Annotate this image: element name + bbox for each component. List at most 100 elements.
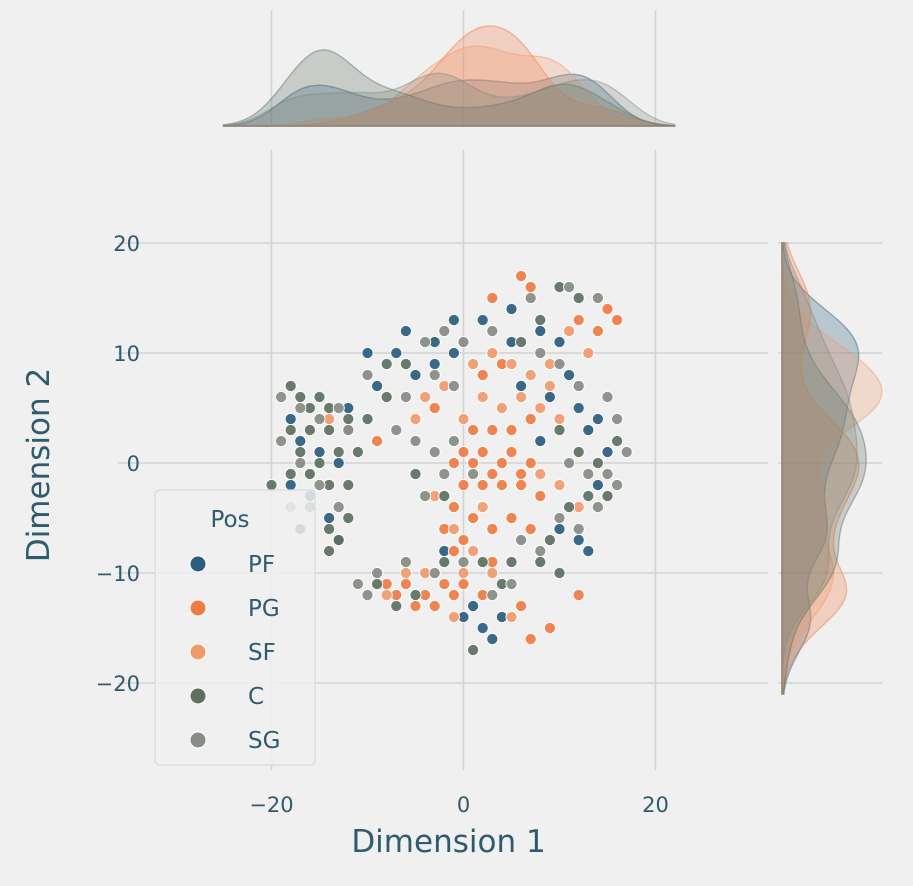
data-point-sg	[371, 566, 384, 580]
data-point-sf	[447, 610, 460, 624]
data-point-sf	[380, 588, 393, 602]
data-point-c	[572, 291, 585, 305]
main-scatter-panel	[0, 134, 768, 886]
kde-y-sf	[781, 242, 883, 695]
data-point-pg	[467, 511, 480, 525]
data-point-c	[332, 445, 345, 459]
data-point-c	[572, 445, 585, 459]
legend-title: Pos	[210, 507, 249, 533]
data-point-pg	[476, 478, 489, 492]
data-point-pf	[582, 423, 595, 437]
data-point-sg	[457, 555, 470, 569]
data-point-sf	[543, 379, 556, 393]
data-point-pg	[457, 577, 470, 591]
data-point-c	[313, 456, 326, 470]
data-point-c	[380, 390, 393, 404]
data-point-c	[534, 313, 547, 327]
data-point-c	[476, 555, 489, 569]
data-point-c	[505, 555, 518, 569]
legend-marker-sg	[189, 731, 207, 749]
data-point-pg	[601, 302, 614, 316]
data-point-c	[294, 445, 307, 459]
data-point-pf	[323, 511, 336, 525]
data-point-c	[342, 511, 355, 525]
data-point-sf	[553, 478, 566, 492]
data-point-sf	[486, 346, 499, 360]
x-tick-label: −20	[249, 793, 293, 817]
data-point-c	[390, 599, 403, 613]
data-point-sf	[534, 467, 547, 481]
data-point-c	[591, 456, 604, 470]
legend-label-pg: PG	[248, 596, 280, 622]
data-point-sg	[399, 390, 412, 404]
kde-y-pf	[781, 242, 860, 695]
data-point-pf	[409, 368, 422, 382]
data-point-pf	[553, 522, 566, 536]
data-point-pg	[543, 621, 556, 635]
data-point-sf	[495, 401, 508, 415]
data-point-sg	[505, 577, 518, 591]
x-axis-label: Dimension 1	[351, 824, 545, 860]
legend-label-pf: PF	[248, 552, 275, 578]
legend-marker-pf	[189, 555, 207, 573]
y-tick-label: 0	[127, 452, 140, 476]
x-tick-label: 0	[457, 793, 470, 817]
data-point-pf	[601, 445, 614, 459]
data-point-sg	[553, 357, 566, 371]
data-point-sg	[361, 588, 374, 602]
data-point-pf	[543, 390, 556, 404]
data-point-pg	[467, 456, 480, 470]
data-point-pg	[524, 632, 537, 646]
data-point-sf	[563, 324, 576, 338]
data-point-c	[294, 390, 307, 404]
data-point-pg	[591, 324, 604, 338]
data-point-sf	[505, 610, 518, 624]
data-point-c	[543, 533, 556, 547]
kde-y-sg	[781, 242, 858, 695]
data-point-sf	[582, 346, 595, 360]
kde-x-pf	[222, 73, 676, 127]
data-point-sg	[534, 346, 547, 360]
data-point-sf	[467, 544, 480, 558]
data-point-pg	[524, 412, 537, 426]
data-point-sf	[457, 412, 470, 426]
data-point-pf	[476, 313, 489, 327]
data-point-sg	[467, 467, 480, 481]
data-point-sg	[294, 401, 307, 415]
data-point-c	[303, 467, 316, 481]
data-point-pg	[515, 599, 528, 613]
data-point-sg	[447, 379, 460, 393]
data-point-pf	[591, 478, 604, 492]
data-point-sg	[390, 423, 403, 437]
data-point-sg	[409, 434, 422, 448]
kde-x-sf	[223, 45, 675, 127]
data-point-pg	[495, 478, 508, 492]
legend-label-sg: SG	[248, 728, 280, 754]
data-point-pg	[611, 313, 624, 327]
x-tick-label: 20	[642, 793, 669, 817]
data-point-c	[284, 423, 297, 437]
data-point-sf	[399, 566, 412, 580]
data-point-sg	[486, 324, 499, 338]
data-point-pf	[505, 302, 518, 316]
data-point-pg	[486, 522, 499, 536]
data-point-sg	[591, 500, 604, 514]
data-point-pf	[294, 434, 307, 448]
data-point-pg	[572, 313, 585, 327]
data-point-pg	[467, 423, 480, 437]
data-point-sg	[447, 434, 460, 448]
data-point-sg	[563, 456, 576, 470]
data-point-c	[611, 434, 624, 448]
data-point-sf	[467, 357, 480, 371]
data-point-sf	[457, 566, 470, 580]
data-point-pf	[534, 434, 547, 448]
data-point-pg	[486, 423, 499, 437]
data-point-sg	[515, 533, 528, 547]
legend-marker-sf	[189, 643, 207, 661]
data-point-c	[438, 555, 451, 569]
kde-y-c	[781, 242, 867, 695]
data-point-pf	[428, 357, 441, 371]
data-point-c	[313, 390, 326, 404]
data-point-c	[553, 423, 566, 437]
data-point-sg	[620, 445, 633, 459]
